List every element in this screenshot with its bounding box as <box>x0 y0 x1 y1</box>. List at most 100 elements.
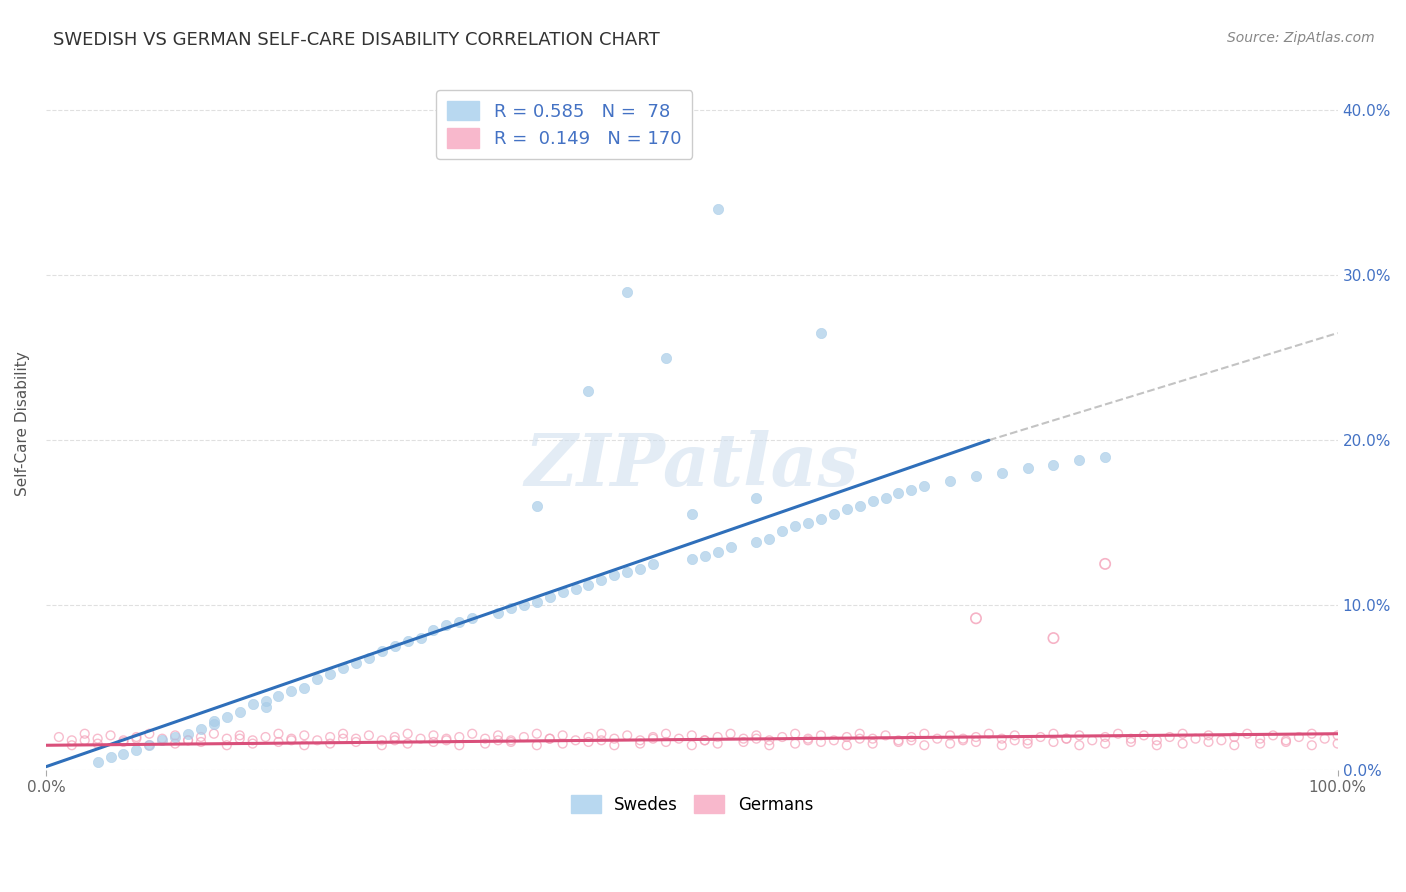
Point <box>138 727 160 741</box>
Point <box>758 738 780 752</box>
Point <box>965 735 987 749</box>
Point <box>900 733 922 747</box>
Point <box>1042 727 1064 741</box>
Point <box>875 728 897 742</box>
Point <box>357 728 380 742</box>
Point <box>952 733 974 747</box>
Point <box>138 738 160 752</box>
Point <box>848 499 870 513</box>
Point <box>215 731 238 746</box>
Point <box>720 727 742 741</box>
Point <box>668 731 690 746</box>
Point <box>977 727 1000 741</box>
Point <box>474 737 496 751</box>
Point <box>785 737 807 751</box>
Point <box>1249 731 1271 746</box>
Point <box>319 730 342 744</box>
Point <box>461 611 484 625</box>
Point <box>538 731 561 746</box>
Point <box>564 733 586 747</box>
Point <box>150 731 173 746</box>
Point <box>499 735 522 749</box>
Point <box>499 733 522 747</box>
Point <box>526 499 548 513</box>
Point <box>434 731 457 746</box>
Point <box>1081 733 1104 747</box>
Point <box>965 611 987 625</box>
Point <box>823 733 845 747</box>
Point <box>202 727 225 741</box>
Point <box>641 730 664 744</box>
Point <box>564 582 586 596</box>
Point <box>344 731 367 746</box>
Point <box>190 735 212 749</box>
Point <box>965 469 987 483</box>
Point <box>267 689 290 703</box>
Point <box>551 737 574 751</box>
Point <box>681 552 703 566</box>
Point <box>1249 737 1271 751</box>
Point <box>422 623 444 637</box>
Point <box>591 727 613 741</box>
Point <box>1069 453 1091 467</box>
Point <box>1146 738 1168 752</box>
Point <box>396 737 419 751</box>
Point <box>745 491 768 505</box>
Point <box>591 733 613 747</box>
Point <box>887 733 910 747</box>
Point <box>384 730 406 744</box>
Point <box>242 697 264 711</box>
Point <box>875 491 897 505</box>
Point <box>513 598 536 612</box>
Point <box>616 285 638 299</box>
Point <box>307 673 329 687</box>
Point <box>125 730 148 744</box>
Point <box>965 730 987 744</box>
Text: ZIPatlas: ZIPatlas <box>524 430 859 500</box>
Point <box>112 747 135 761</box>
Point <box>706 737 728 751</box>
Y-axis label: Self-Care Disability: Self-Care Disability <box>15 351 30 496</box>
Point <box>357 651 380 665</box>
Point <box>319 737 342 751</box>
Point <box>371 738 394 752</box>
Point <box>1094 450 1116 464</box>
Point <box>785 727 807 741</box>
Point <box>770 524 793 538</box>
Point <box>190 722 212 736</box>
Point <box>215 710 238 724</box>
Point <box>758 532 780 546</box>
Point <box>1261 728 1284 742</box>
Point <box>409 731 432 746</box>
Point <box>86 731 108 746</box>
Point <box>693 733 716 747</box>
Point <box>603 731 626 746</box>
Point <box>770 730 793 744</box>
Point <box>862 494 884 508</box>
Point <box>1159 730 1181 744</box>
Point <box>616 565 638 579</box>
Point <box>215 738 238 752</box>
Point <box>900 483 922 497</box>
Point <box>628 733 651 747</box>
Point <box>486 728 509 742</box>
Point <box>73 733 96 747</box>
Point <box>1069 738 1091 752</box>
Point <box>991 731 1014 746</box>
Point <box>1184 731 1206 746</box>
Point <box>1004 728 1026 742</box>
Point <box>422 728 444 742</box>
Point <box>526 727 548 741</box>
Point <box>60 738 83 752</box>
Point <box>862 731 884 746</box>
Point <box>60 733 83 747</box>
Point <box>332 731 354 746</box>
Point <box>1313 731 1336 746</box>
Point <box>823 508 845 522</box>
Point <box>190 730 212 744</box>
Point <box>202 714 225 728</box>
Point <box>280 733 302 747</box>
Point <box>449 738 471 752</box>
Point <box>384 640 406 654</box>
Point <box>526 738 548 752</box>
